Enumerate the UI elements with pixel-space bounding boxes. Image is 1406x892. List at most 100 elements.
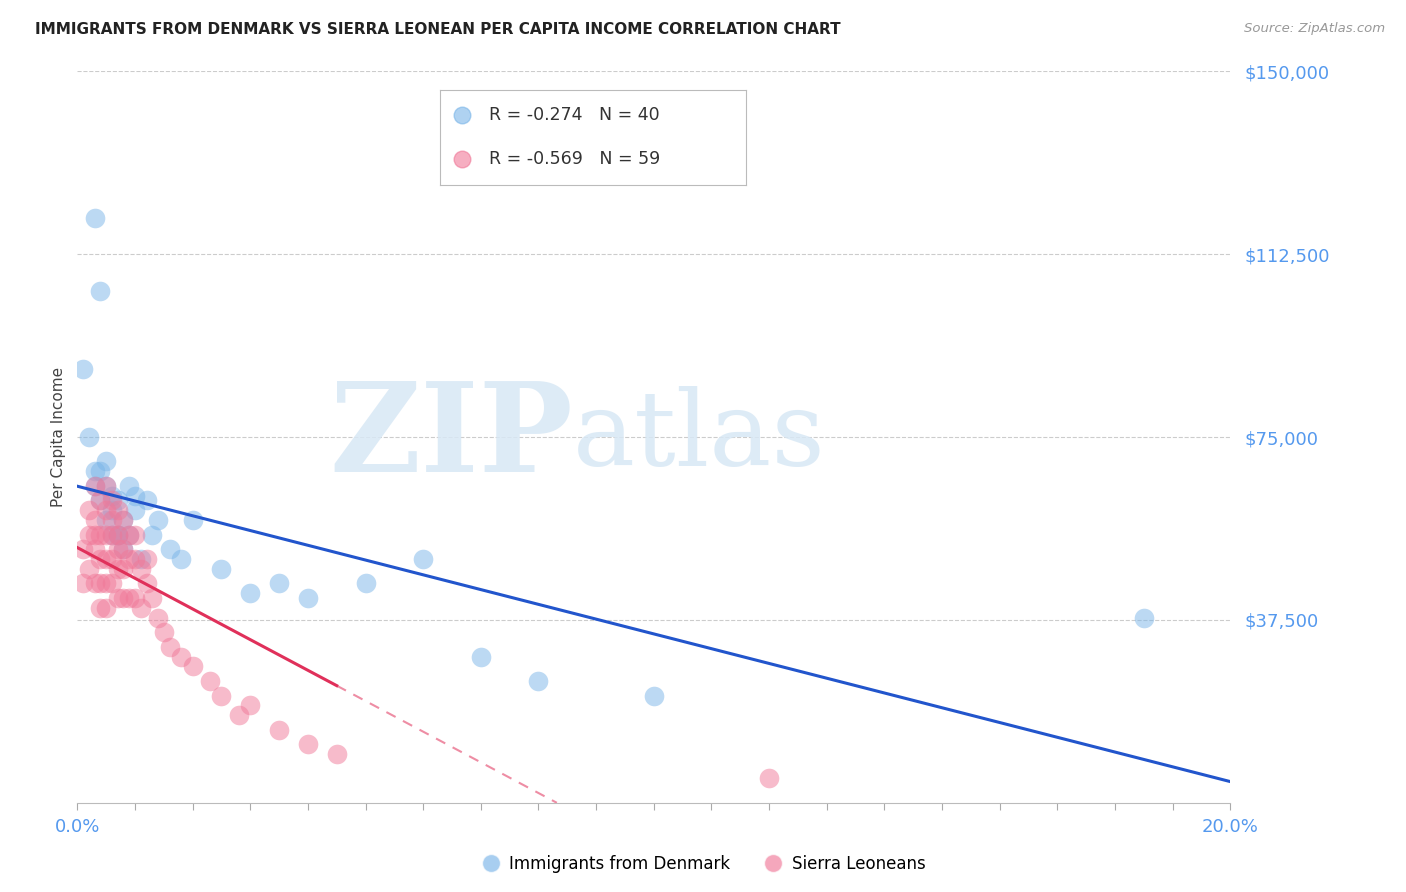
- Point: [96, 552, 118, 566]
- Text: atlas: atlas: [574, 386, 825, 488]
- Point: [89, 576, 111, 591]
- Point: [89, 464, 111, 478]
- Legend: Immigrants from Denmark, Sierra Leoneans: Immigrants from Denmark, Sierra Leoneans: [474, 848, 932, 880]
- Point: [89, 284, 111, 298]
- Point: [83, 211, 105, 225]
- Point: [354, 576, 377, 591]
- Point: [159, 640, 181, 654]
- Point: [118, 591, 141, 605]
- Point: [159, 542, 181, 557]
- Point: [267, 723, 291, 737]
- Point: [129, 552, 152, 566]
- Point: [101, 576, 124, 591]
- Point: [101, 527, 124, 541]
- Point: [101, 503, 124, 517]
- Point: [470, 649, 492, 664]
- Point: [83, 513, 105, 527]
- Point: [77, 503, 100, 517]
- Point: [83, 479, 105, 493]
- Point: [107, 542, 129, 557]
- Text: IMMIGRANTS FROM DENMARK VS SIERRA LEONEAN PER CAPITA INCOME CORRELATION CHART: IMMIGRANTS FROM DENMARK VS SIERRA LEONEA…: [35, 22, 841, 37]
- Point: [77, 562, 100, 576]
- Point: [181, 659, 204, 673]
- Point: [211, 562, 233, 576]
- Point: [141, 527, 163, 541]
- Point: [146, 513, 169, 527]
- Point: [107, 493, 129, 508]
- Point: [112, 562, 135, 576]
- Point: [118, 552, 141, 566]
- Point: [107, 591, 129, 605]
- Point: [83, 527, 105, 541]
- Point: [153, 625, 174, 640]
- Point: [118, 527, 141, 541]
- Text: Source: ZipAtlas.com: Source: ZipAtlas.com: [1244, 22, 1385, 36]
- Point: [170, 649, 193, 664]
- Point: [239, 586, 262, 600]
- Point: [101, 489, 124, 503]
- Point: [181, 513, 204, 527]
- Point: [96, 600, 118, 615]
- Point: [77, 527, 100, 541]
- Point: [107, 527, 129, 541]
- Point: [96, 576, 118, 591]
- Point: [297, 591, 319, 605]
- Point: [170, 552, 193, 566]
- Point: [124, 591, 146, 605]
- Point: [107, 562, 129, 576]
- Point: [412, 552, 434, 566]
- Point: [267, 576, 291, 591]
- Point: [96, 513, 118, 527]
- Point: [135, 493, 157, 508]
- Point: [89, 493, 111, 508]
- Point: [239, 698, 262, 713]
- Point: [1133, 610, 1156, 624]
- Point: [83, 464, 105, 478]
- Point: [83, 479, 105, 493]
- Point: [89, 600, 111, 615]
- Point: [89, 493, 111, 508]
- Point: [72, 542, 94, 557]
- Point: [135, 576, 157, 591]
- Point: [89, 527, 111, 541]
- Y-axis label: Per Capita Income: Per Capita Income: [51, 367, 66, 508]
- Point: [89, 552, 111, 566]
- Point: [198, 673, 221, 688]
- Point: [77, 430, 100, 444]
- Point: [124, 552, 146, 566]
- Point: [72, 576, 94, 591]
- Point: [112, 591, 135, 605]
- Point: [83, 542, 105, 557]
- Point: [124, 503, 146, 517]
- Point: [107, 503, 129, 517]
- Point: [643, 689, 665, 703]
- Point: [146, 610, 169, 624]
- Point: [107, 527, 129, 541]
- Point: [297, 737, 319, 751]
- Point: [124, 489, 146, 503]
- Point: [112, 542, 135, 557]
- Point: [101, 552, 124, 566]
- Point: [112, 513, 135, 527]
- Text: ZIP: ZIP: [329, 376, 574, 498]
- Point: [135, 552, 157, 566]
- Point: [118, 527, 141, 541]
- Point: [118, 479, 141, 493]
- Point: [112, 513, 135, 527]
- Point: [112, 542, 135, 557]
- Point: [96, 479, 118, 493]
- Point: [228, 708, 250, 723]
- Point: [96, 454, 118, 468]
- Point: [129, 562, 152, 576]
- Point: [325, 747, 349, 761]
- Point: [101, 527, 124, 541]
- Point: [101, 513, 124, 527]
- Point: [141, 591, 163, 605]
- Point: [124, 527, 146, 541]
- Point: [758, 772, 780, 786]
- Point: [211, 689, 233, 703]
- Point: [96, 479, 118, 493]
- Point: [107, 527, 129, 541]
- Point: [101, 493, 124, 508]
- Point: [527, 673, 550, 688]
